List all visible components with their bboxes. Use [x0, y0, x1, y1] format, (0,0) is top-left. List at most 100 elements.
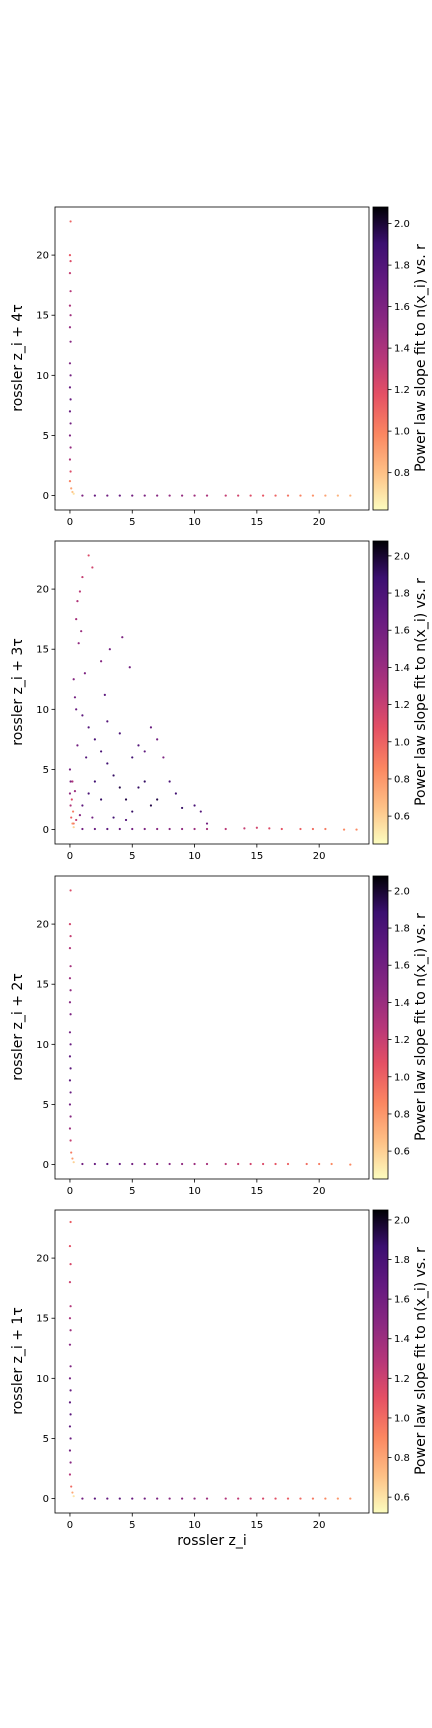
- data-point: [349, 494, 352, 497]
- data-point: [68, 386, 72, 389]
- colorbar-tick-label: 1.2: [394, 1374, 410, 1385]
- data-point: [87, 792, 90, 795]
- scatter-marks: [68, 1220, 352, 1500]
- colorbar-tick-label: 1.6: [394, 1295, 410, 1306]
- data-point: [70, 1151, 73, 1154]
- data-point: [274, 494, 277, 497]
- data-point: [87, 554, 90, 557]
- data-point: [69, 889, 72, 892]
- data-point: [93, 827, 96, 831]
- data-point: [73, 696, 77, 699]
- data-point: [68, 1281, 72, 1284]
- data-point: [106, 762, 109, 765]
- colorbar-tick-label: 2.0: [394, 886, 410, 897]
- colorbar-tick-label: 1.6: [394, 302, 410, 313]
- data-point: [72, 678, 75, 681]
- data-point: [73, 790, 77, 793]
- data-point: [68, 792, 72, 795]
- data-point: [280, 827, 283, 831]
- data-point: [78, 814, 82, 817]
- x-tick-label: 15: [250, 517, 263, 528]
- colorbar: [372, 206, 389, 511]
- data-point: [68, 1473, 72, 1476]
- y-tick-label: 10: [36, 1374, 49, 1385]
- data-point: [137, 744, 140, 747]
- y-tick-label: 5: [43, 1434, 49, 1445]
- data-point: [143, 494, 146, 497]
- data-point: [69, 1043, 72, 1046]
- x-tick-label: 5: [129, 517, 135, 528]
- data-point: [69, 1365, 72, 1368]
- data-point: [205, 822, 209, 825]
- data-point: [68, 1031, 72, 1034]
- data-point: [349, 1497, 352, 1500]
- data-point: [69, 1389, 72, 1392]
- colorbar-tick-label: 1.0: [394, 1413, 410, 1424]
- x-tick-label: 20: [313, 1186, 326, 1197]
- data-point: [143, 750, 146, 753]
- data-point: [112, 774, 115, 777]
- data-point: [311, 1497, 315, 1500]
- data-point: [131, 810, 134, 813]
- data-point: [77, 642, 80, 645]
- data-point: [156, 494, 159, 497]
- x-axis-ticks: 0 5 10 15 20: [67, 1179, 326, 1197]
- x-tick-label: 10: [188, 1520, 201, 1531]
- data-point: [69, 398, 72, 401]
- colorbar-tick-label: 1.4: [394, 344, 410, 355]
- data-point: [69, 290, 72, 293]
- scatter-marks: [68, 220, 352, 497]
- colorbar-tick-label: 1.2: [394, 1035, 410, 1046]
- x-tick-label: 15: [250, 851, 263, 862]
- data-point: [106, 494, 109, 497]
- data-point: [71, 780, 74, 783]
- x-tick-label: 0: [67, 517, 73, 528]
- data-point: [68, 1001, 72, 1004]
- data-point: [75, 818, 78, 822]
- data-point: [68, 1401, 72, 1404]
- data-point: [162, 756, 165, 759]
- data-point: [69, 780, 72, 783]
- data-point: [100, 798, 103, 801]
- data-point: [336, 494, 339, 497]
- data-point: [299, 827, 302, 831]
- x-tick-label: 0: [67, 851, 73, 862]
- data-point: [91, 816, 94, 819]
- colorbar-tick-label: 0.6: [394, 1147, 410, 1158]
- data-point: [69, 374, 72, 377]
- colorbar: [372, 875, 389, 1180]
- colorbar-tick-label: 1.6: [394, 626, 410, 637]
- data-point: [72, 822, 75, 825]
- data-point: [69, 1263, 72, 1266]
- data-point: [93, 780, 96, 783]
- colorbar-label: Power law slope fit to n(x_i) vs. r: [413, 913, 429, 1141]
- data-point: [68, 1127, 72, 1130]
- data-point: [69, 470, 72, 473]
- data-point: [68, 434, 72, 437]
- data-point: [68, 1079, 72, 1082]
- data-point: [69, 1437, 72, 1440]
- y-tick-label: 10: [36, 705, 49, 716]
- data-point: [143, 1162, 146, 1166]
- y-tick-label: 5: [43, 1100, 49, 1111]
- data-point: [121, 636, 124, 639]
- data-point: [68, 458, 72, 461]
- data-point: [68, 362, 72, 365]
- data-point: [156, 1162, 159, 1166]
- colorbar-tick-label: 1.0: [394, 1072, 410, 1083]
- y-tick-label: 15: [36, 311, 49, 322]
- data-point: [128, 666, 131, 669]
- data-point: [349, 1163, 352, 1166]
- colorbar-tick-label: 2.0: [394, 1215, 410, 1226]
- data-point: [70, 1485, 73, 1488]
- x-tick-label: 10: [188, 517, 201, 528]
- x-axis-ticks: 0 5 10 15 20: [67, 844, 326, 862]
- data-point: [81, 714, 84, 717]
- y-tick-label: 0: [43, 491, 49, 502]
- data-point: [69, 1305, 72, 1308]
- data-point: [118, 1497, 121, 1500]
- data-point: [168, 494, 171, 497]
- data-point: [75, 708, 78, 711]
- data-point: [69, 989, 72, 992]
